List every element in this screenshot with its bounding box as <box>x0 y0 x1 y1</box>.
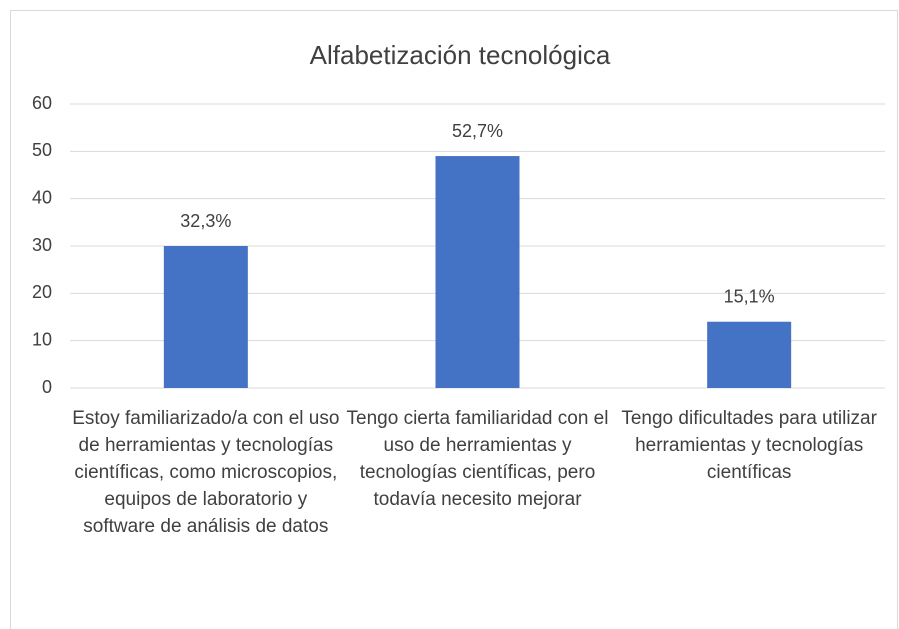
y-tick-label: 20 <box>32 282 52 302</box>
x-tick-label: Estoy familiarizado/a con el uso de herr… <box>72 408 340 537</box>
chart-title: Alfabetización tecnológica <box>310 40 611 70</box>
y-tick-label: 40 <box>32 187 52 207</box>
bar <box>163 246 248 388</box>
data-label: 52,7% <box>452 121 503 141</box>
y-tick-label: 50 <box>32 140 52 160</box>
data-label: 15,1% <box>724 286 775 306</box>
data-label: 32,3% <box>180 211 231 231</box>
y-tick-label: 0 <box>42 377 52 397</box>
y-tick-label: 60 <box>32 93 52 113</box>
x-tick-label: Tengo cierta familiaridad con el uso de … <box>346 408 609 510</box>
y-tick-label: 30 <box>32 235 52 255</box>
bar <box>707 321 792 388</box>
chart-border <box>10 10 898 629</box>
bar <box>435 156 520 388</box>
x-tick-label: Tengo dificultades para utilizar herrami… <box>621 408 877 483</box>
y-tick-label: 10 <box>32 329 52 349</box>
